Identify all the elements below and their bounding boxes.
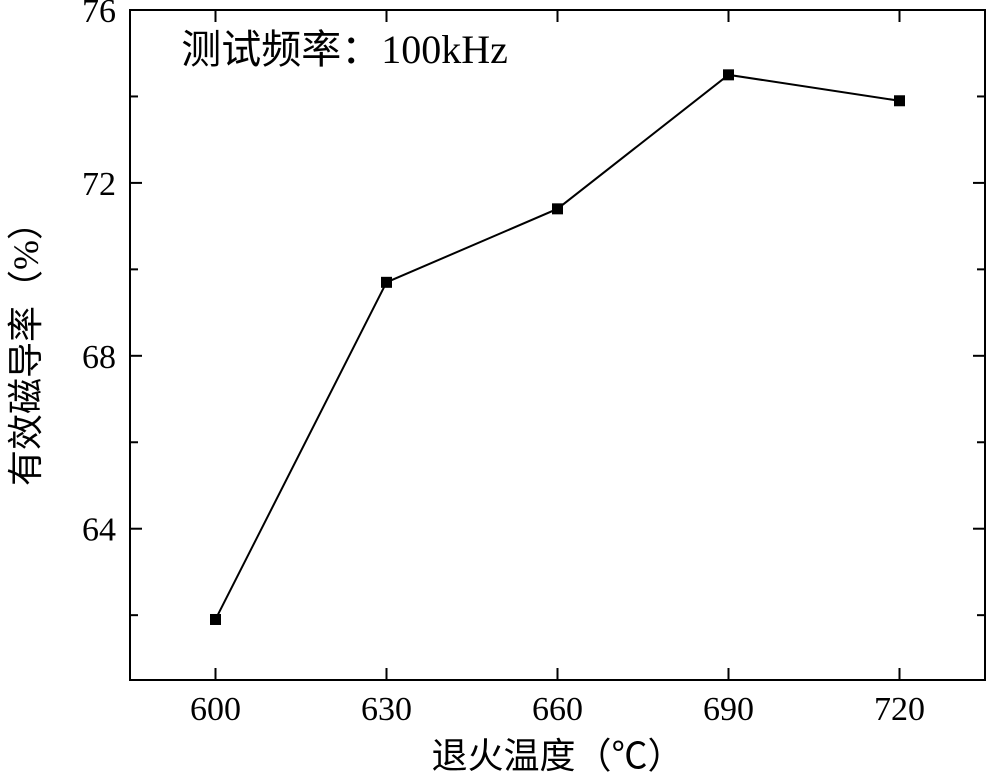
data-point-marker xyxy=(723,69,734,80)
data-point-marker xyxy=(381,277,392,288)
y-tick-label: 68 xyxy=(82,339,116,376)
x-tick-label: 660 xyxy=(532,691,583,728)
chart-background xyxy=(0,0,1000,781)
data-point-marker xyxy=(894,95,905,106)
data-point-marker xyxy=(210,614,221,625)
x-tick-label: 600 xyxy=(190,691,241,728)
y-tick-label: 76 xyxy=(82,0,116,30)
chart-container: 600 630 660 690 720 64 68 72 76 退火温度（℃） 有效磁导率（%） 测试… xyxy=(0,0,1000,781)
data-point-marker xyxy=(552,203,563,214)
y-axis-title: 有效磁导率（%） xyxy=(6,204,46,486)
y-tick-label: 72 xyxy=(82,166,116,203)
x-axis-title: 退火温度（℃） xyxy=(431,736,683,776)
chart-annotation: 测试频率：100kHz xyxy=(181,27,508,72)
x-tick-label: 630 xyxy=(361,691,412,728)
x-tick-label: 720 xyxy=(874,691,925,728)
line-chart: 600 630 660 690 720 64 68 72 76 退火温度（℃） 有效磁导率（%） 测试… xyxy=(0,0,1000,781)
y-tick-label: 64 xyxy=(82,512,116,549)
x-tick-label: 690 xyxy=(703,691,754,728)
